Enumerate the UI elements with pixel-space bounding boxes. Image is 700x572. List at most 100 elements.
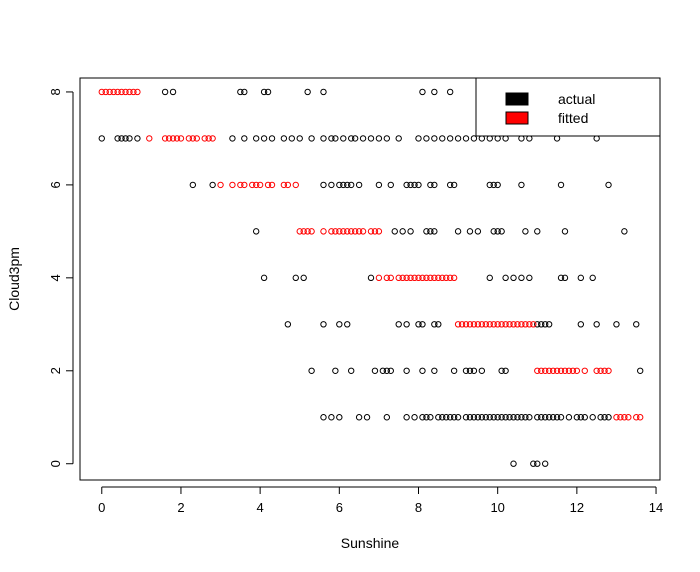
actual-point: [189, 181, 197, 189]
actual-point: [478, 414, 486, 421]
fitted-point: [320, 228, 327, 235]
fitted-point: [399, 274, 406, 282]
actual-point: [470, 367, 478, 374]
actual-point: [534, 460, 541, 467]
actual-point: [336, 414, 343, 421]
actual-point: [486, 274, 493, 282]
fitted-point: [383, 274, 391, 282]
actual-point: [435, 321, 442, 328]
y-axis-title: Cloud3pm: [6, 247, 22, 311]
fitted-point: [549, 367, 557, 374]
x-axis-title: Sunshine: [341, 535, 400, 551]
actual-point: [355, 414, 363, 421]
actual-point: [391, 228, 398, 235]
fitted-point: [344, 228, 351, 235]
fitted-point: [114, 88, 121, 96]
fitted-point: [526, 321, 533, 328]
actual-point: [383, 135, 391, 142]
actual-point: [490, 414, 497, 421]
actual-point: [541, 321, 549, 328]
actual-point: [336, 321, 343, 328]
fitted-point: [256, 181, 264, 189]
x-tick-label: 8: [415, 500, 422, 515]
actual-point: [581, 414, 588, 421]
fitted-point: [431, 274, 438, 282]
actual-point: [470, 135, 478, 142]
actual-point: [490, 181, 497, 189]
actual-point: [304, 88, 311, 96]
fitted-point: [633, 414, 640, 421]
actual-point: [605, 414, 612, 421]
fitted-point: [169, 135, 177, 142]
y-tick-label: 8: [48, 88, 63, 95]
fitted-point: [209, 135, 216, 142]
actual-point: [557, 181, 565, 189]
fitted-point: [443, 274, 450, 282]
fitted-point: [173, 135, 181, 142]
actual-point: [561, 228, 569, 235]
fitted-point: [601, 367, 608, 374]
fitted-point: [621, 414, 628, 421]
fitted-point: [411, 274, 418, 282]
actual-point: [288, 135, 296, 142]
actual-point: [498, 228, 505, 235]
actual-point: [415, 135, 422, 142]
actual-point: [538, 414, 545, 421]
actual-point: [260, 274, 268, 282]
actual-point: [383, 414, 391, 421]
actual-point: [454, 228, 462, 235]
actual-point: [427, 414, 434, 421]
fitted-point: [328, 228, 335, 235]
actual-point: [367, 274, 375, 282]
actual-point: [423, 414, 430, 421]
actual-point: [407, 181, 414, 189]
fitted-point: [284, 181, 292, 189]
actual-point: [526, 135, 533, 142]
actual-point: [280, 135, 288, 142]
actual-point: [260, 135, 268, 142]
actual-point: [486, 135, 493, 142]
actual-point: [114, 135, 121, 142]
actual-point: [577, 414, 585, 421]
actual-point: [340, 135, 347, 142]
fitted-point: [177, 135, 185, 142]
actual-point: [486, 414, 493, 421]
fitted-point: [375, 228, 383, 235]
actual-point: [336, 181, 343, 189]
fitted-point: [130, 88, 137, 96]
fitted-point: [545, 367, 553, 374]
actual-point: [328, 181, 335, 189]
actual-point: [431, 228, 438, 235]
actual-point: [605, 181, 612, 189]
actual-point: [510, 274, 517, 282]
actual-point: [431, 88, 438, 96]
actual-point: [308, 367, 315, 374]
fitted-point: [415, 274, 422, 282]
actual-point: [375, 135, 383, 142]
fitted-point: [185, 135, 193, 142]
actual-point: [415, 181, 422, 189]
actual-point: [545, 321, 553, 328]
actual-point: [502, 135, 509, 142]
actual-point: [387, 367, 394, 374]
fitted-point: [637, 414, 644, 421]
actual-point: [593, 321, 600, 328]
fitted-point: [268, 181, 276, 189]
fitted-point: [450, 274, 458, 282]
plot-box: [79, 77, 661, 481]
actual-point: [300, 274, 307, 282]
fitted-point: [146, 135, 153, 142]
actual-point: [466, 228, 474, 235]
fitted-point: [332, 228, 339, 235]
actual-point: [423, 228, 430, 235]
actual-point: [601, 414, 608, 421]
actual-point: [344, 321, 351, 328]
actual-point: [577, 274, 585, 282]
fitted-point: [553, 367, 561, 374]
fitted-point: [435, 274, 442, 282]
actual-point: [403, 414, 410, 421]
fitted-point: [518, 321, 525, 328]
actual-point: [474, 228, 482, 235]
actual-point: [494, 135, 501, 142]
